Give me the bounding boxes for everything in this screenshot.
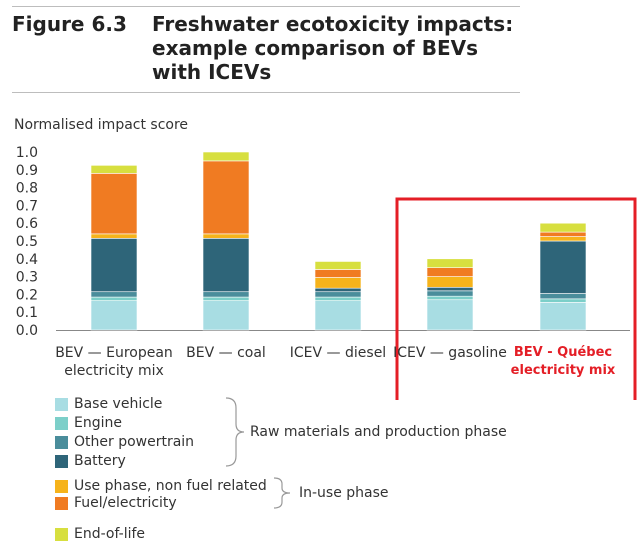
brace-raw-materials [225,397,245,467]
y-tick-label: 0.6 [16,216,38,232]
y-tick-label: 0.0 [16,323,38,339]
stacked-bar-chart: 0.0 0.1 0.20.3 0.4 0.5 0.6 0.70.8 0.9 1.0 [16,145,637,400]
legend-swatch [55,479,68,493]
bar-segment-fuel-electricity [202,160,250,235]
bar-segment-end-of-life [314,261,362,270]
y-tick-label: 1.0 [16,145,38,161]
x-tick-label: BEV — European electricity mix [44,344,184,380]
legend-label: Other powertrain [74,434,195,450]
legend-swatch [55,454,68,468]
y-tick-label: 0.5 [16,234,38,250]
x-tick-label: BEV — coal [156,344,296,362]
legend-group-raw-materials: Raw materials and production phase [250,424,507,440]
bar-segment-battery [90,238,138,293]
bar-segment-battery [539,240,587,294]
bar-segment-end-of-life [539,222,587,233]
figure-title: Freshwater ecotoxicity impacts: example … [152,12,514,84]
bar-segment-end-of-life [426,258,474,268]
title-rule-bottom [12,92,520,93]
legend-item-use-phase: Use phase, non fuel related [55,478,267,494]
legend-item-engine: Engine [55,415,122,431]
x-tick-label: ICEV — diesel [268,344,408,362]
bar-segment-base-vehicle [202,300,250,331]
highlight-box [395,197,637,400]
legend-swatch [55,416,68,430]
bar-segment-fuel-electricity [90,173,138,235]
x-tick-label-line: ICEV — diesel [289,345,387,361]
x-tick-label: ICEV — gasoline [380,344,520,362]
title-rule-top [12,6,520,7]
legend-label: Battery [74,453,126,469]
bar-segment-end-of-life [90,165,138,174]
legend-label: Use phase, non fuel related [74,478,267,494]
legend-item-end-of-life: End-of-life [55,526,145,542]
x-tick-label: BEV - Québec electricity mix [493,344,633,380]
brace-in-use [273,477,291,509]
legend-item-other-powertrain: Other powertrain [55,434,194,450]
bar-segment-base-vehicle [426,299,474,331]
legend-label: End-of-life [74,526,146,542]
y-tick-label: 0.2 [16,287,38,303]
legend-swatch [55,527,68,541]
x-tick-label-line: electricity mix [64,363,164,379]
x-tick-label-line: electricity mix [510,363,616,378]
bar-segment-end-of-life [202,151,250,162]
legend-swatch [55,397,68,411]
y-tick-label: 0.3 [16,270,38,286]
legend-label: Base vehicle [74,396,163,412]
y-tick-label: 0.9 [16,163,38,179]
y-tick-label: 0.1 [16,305,38,321]
x-tick-label-line: BEV - Québec [513,345,613,360]
legend-label: Engine [74,415,122,431]
bar-segment-battery [202,238,250,293]
y-tick-label: 0.4 [16,252,38,268]
x-tick-label-line: BEV — European [55,345,173,361]
figure-label: Figure 6.3 [12,12,127,36]
legend-item-battery: Battery [55,453,126,469]
x-tick-label-line: ICEV — gasoline [393,345,507,361]
y-axis-label: Normalised impact score [14,117,189,133]
y-tick-label: 0.8 [16,181,38,197]
legend-swatch [55,496,68,510]
x-tick-label-line: BEV — coal [186,345,266,361]
legend-swatch [55,435,68,449]
legend-group-in-use: In-use phase [299,485,389,501]
y-tick-label: 0.7 [16,198,38,214]
bar-segment-base-vehicle [539,302,587,331]
legend-item-base-vehicle: Base vehicle [55,396,162,412]
legend-item-fuel-electricity: Fuel/electricity [55,495,177,511]
bar-segment-base-vehicle [90,300,138,331]
legend-label: Fuel/electricity [74,495,177,511]
